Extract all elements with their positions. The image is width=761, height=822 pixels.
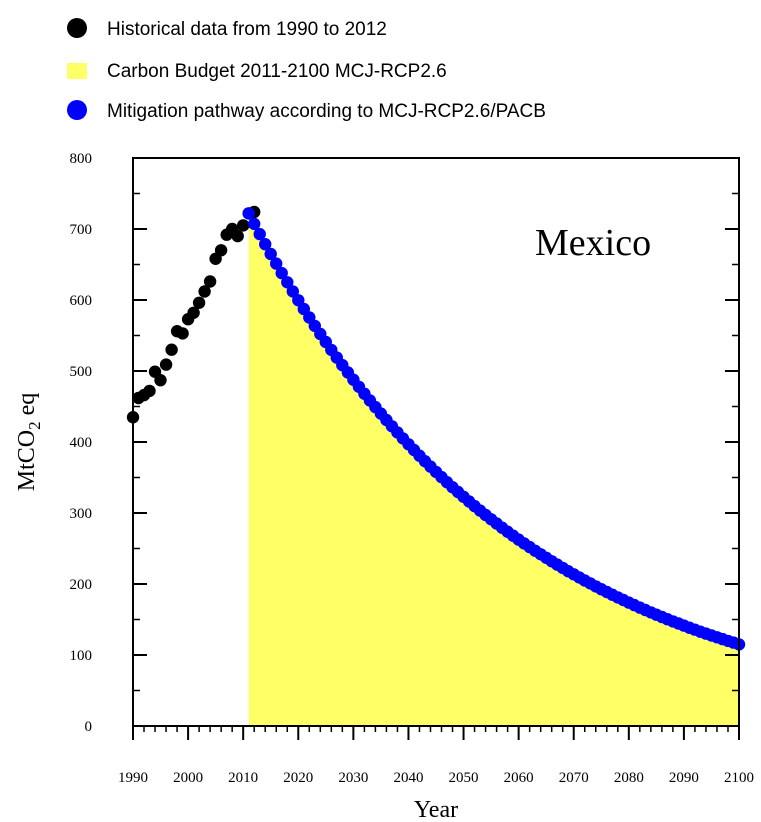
legend-marker-carbon-budget — [67, 63, 87, 79]
mitigation-series — [242, 207, 746, 651]
y-axis-title-subscript: 2 — [25, 421, 44, 430]
x-tick-label: 2050 — [449, 770, 479, 786]
x-tick-label: 2000 — [173, 770, 203, 786]
legend: Historical data from 1990 to 2012 Carbon… — [67, 18, 546, 122]
mitigation-point — [264, 247, 277, 261]
historical-point — [203, 275, 217, 288]
mitigation-point — [270, 257, 283, 270]
historical-point — [192, 296, 206, 309]
historical-point — [187, 306, 200, 319]
historical-point — [214, 244, 228, 257]
historical-point — [154, 374, 167, 387]
y-tick-label: 0 — [85, 719, 93, 735]
mitigation-point — [248, 217, 261, 231]
historical-point — [198, 285, 211, 298]
y-tick-label: 500 — [70, 364, 93, 380]
x-tick-label: 2020 — [283, 770, 313, 786]
legend-label-historical: Historical data from 1990 to 2012 — [107, 19, 387, 40]
historical-point — [231, 229, 244, 243]
historical-point — [176, 327, 189, 340]
legend-marker-historical — [67, 18, 87, 38]
mitigation-point — [242, 207, 255, 220]
legend-marker-mitigation — [67, 100, 87, 120]
x-tick-label: 2090 — [669, 770, 699, 786]
y-tick-label: 400 — [70, 435, 93, 451]
y-tick-label: 700 — [70, 222, 93, 238]
y-tick-label: 600 — [70, 293, 93, 309]
x-tick-label: 2080 — [614, 770, 644, 786]
mitigation-point — [259, 238, 272, 251]
x-tick-label: 2100 — [724, 770, 754, 786]
x-axis-title: Year — [414, 797, 458, 822]
y-axis-title-main: MtCO — [14, 430, 40, 491]
legend-label-carbon-budget: Carbon Budget 2011-2100 MCJ-RCP2.6 — [107, 61, 447, 82]
historical-point — [143, 384, 156, 398]
historical-point — [159, 358, 173, 371]
historical-point — [165, 343, 178, 356]
y-tick-label: 800 — [70, 151, 93, 167]
country-annotation: Mexico — [535, 222, 651, 264]
x-tick-label: 2060 — [504, 770, 534, 786]
y-tick-label: 100 — [70, 648, 93, 664]
historical-point — [237, 219, 250, 232]
y-axis-title: MtCO2 eq — [14, 393, 44, 492]
x-tick-label: 2040 — [393, 770, 423, 786]
x-tick-label: 2030 — [338, 770, 368, 786]
y-tick-label: 200 — [70, 577, 93, 593]
mitigation-point — [281, 276, 294, 289]
y-axis: 0 100 200 300 400 500 600 700 800 — [70, 151, 739, 735]
x-tick-label: 2010 — [228, 770, 258, 786]
historical-series — [126, 205, 261, 424]
y-tick-label: 300 — [70, 506, 93, 522]
x-tick-label: 1990 — [118, 770, 148, 786]
legend-label-mitigation: Mitigation pathway according to MCJ-RCP2… — [107, 101, 546, 122]
x-axis: 1990 2000 2010 2020 2030 2040 2050 2060 2070 2080… — [118, 726, 754, 786]
mitigation-point — [275, 266, 288, 280]
x-tick-label: 2070 — [559, 770, 589, 786]
mitigation-point — [286, 285, 299, 298]
carbon-budget-area — [248, 213, 739, 726]
y-axis-title-suffix: eq — [14, 393, 40, 422]
mitigation-point — [253, 227, 266, 241]
plot-area — [126, 205, 746, 726]
